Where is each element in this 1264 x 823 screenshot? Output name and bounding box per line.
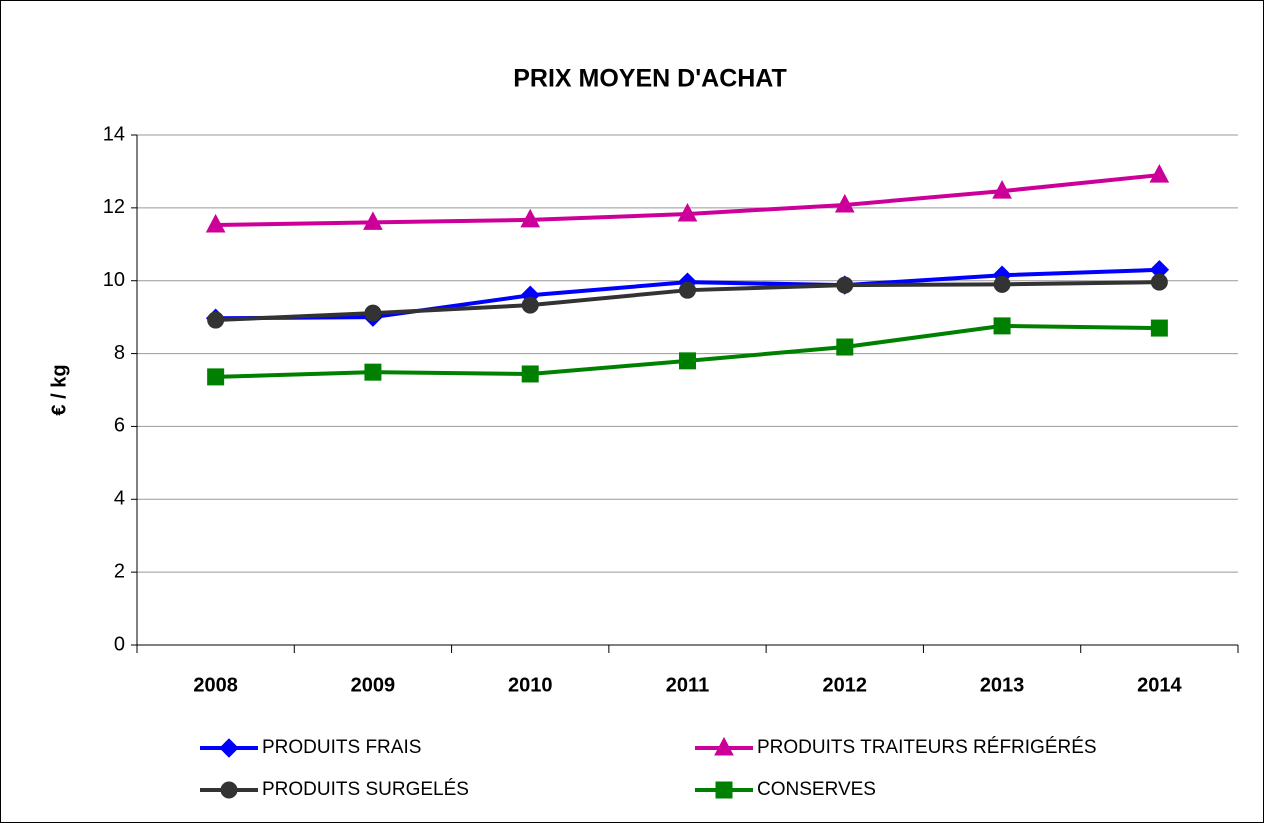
data-point	[521, 365, 539, 383]
x-tick-label: 2009	[351, 674, 396, 696]
x-tick-label: 2011	[666, 674, 709, 696]
data-point	[207, 368, 225, 386]
data-point	[836, 338, 854, 356]
data-point	[205, 213, 226, 233]
y-tick-label: 8	[114, 342, 125, 364]
x-tick-label: 2014	[1137, 674, 1182, 696]
data-point	[1150, 319, 1168, 337]
data-point	[520, 208, 541, 228]
data-point	[363, 211, 383, 230]
data-point	[834, 193, 855, 213]
data-point	[677, 202, 698, 222]
legend-label: PRODUITS SURGELÉS	[262, 779, 469, 800]
y-tick-label: 6	[114, 415, 125, 437]
data-point	[364, 363, 382, 381]
data-point	[836, 276, 854, 294]
x-tick-label: 2008	[193, 674, 238, 696]
legend-marker	[715, 781, 733, 799]
legend-label: PRODUITS TRAITEURS RÉFRIGÉRÉS	[757, 737, 1097, 758]
x-tick-label: 2010	[508, 674, 553, 696]
data-point	[679, 281, 696, 299]
x-tick-label: 2013	[980, 674, 1025, 696]
legend-label: PRODUITS FRAIS	[262, 737, 421, 758]
data-point	[521, 296, 539, 314]
y-axis-label: € / kg	[48, 364, 70, 415]
data-point	[364, 304, 382, 322]
chart-title: PRIX MOYEN D'ACHAT	[513, 65, 787, 93]
y-tick-label: 4	[114, 488, 125, 510]
y-tick-label: 0	[114, 633, 125, 655]
data-point	[679, 352, 696, 370]
data-point	[1149, 164, 1170, 183]
data-point	[993, 275, 1011, 293]
data-point	[1150, 273, 1168, 291]
legend-marker	[220, 781, 238, 799]
data-point	[207, 311, 225, 329]
legend-marker	[714, 736, 734, 756]
x-tick-label: 2012	[823, 674, 868, 696]
y-tick-label: 12	[103, 196, 125, 218]
data-point	[993, 317, 1011, 335]
y-tick-label: 10	[103, 269, 125, 291]
data-point	[992, 180, 1012, 199]
y-tick-label: 14	[103, 123, 125, 145]
y-tick-label: 2	[114, 560, 125, 582]
legend-label: CONSERVES	[757, 779, 876, 800]
legend-marker	[219, 738, 239, 758]
